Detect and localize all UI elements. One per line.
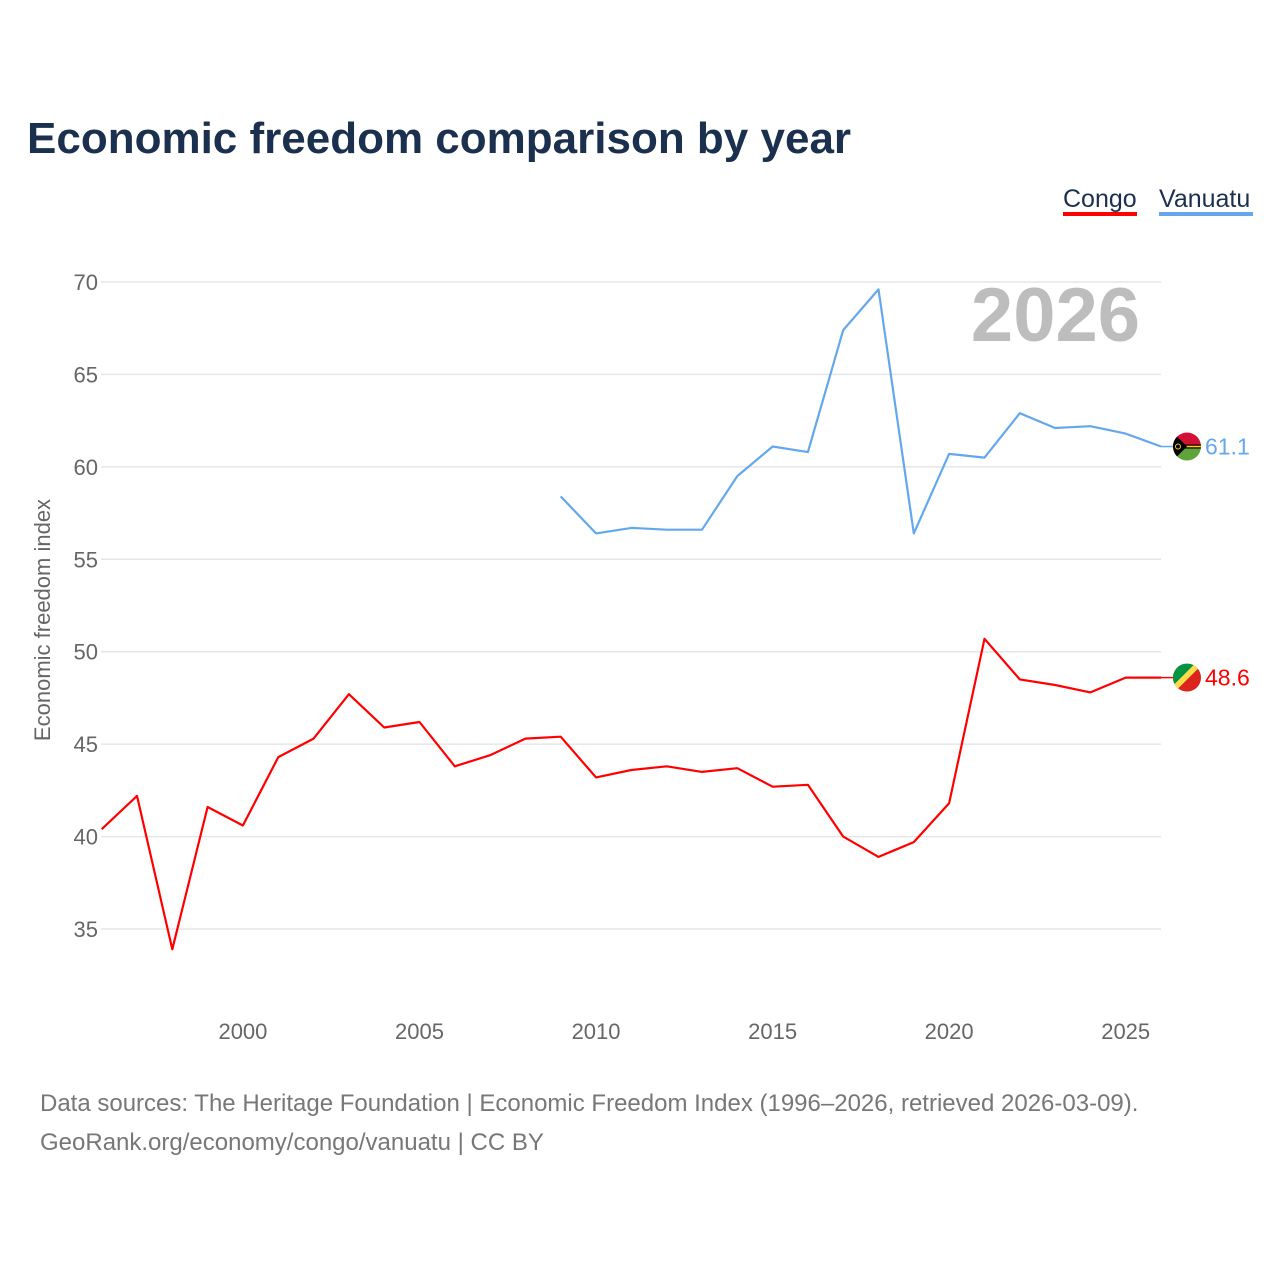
congo-flag-icon (1173, 663, 1201, 692)
x-axis-ticks: 2000 2005 2010 2015 2020 2025 (218, 1019, 1150, 1044)
source-line-2: GeoRank.org/economy/congo/vanuatu | CC B… (40, 1129, 544, 1156)
source-line-1: Data sources: The Heritage Foundation | … (40, 1090, 1138, 1117)
current-year-label: 2026 (971, 273, 1140, 358)
y-tick-label: 60 (74, 455, 98, 480)
x-tick-label: 2010 (572, 1019, 621, 1044)
vanuatu-flag-icon (1173, 432, 1201, 461)
chart-title: Economic freedom comparison by year (27, 114, 851, 163)
legend-item-congo[interactable]: Congo (1063, 185, 1137, 216)
gridlines (101, 281, 1161, 930)
x-tick-label: 2000 (218, 1019, 267, 1044)
y-tick-label: 50 (74, 640, 98, 665)
series-line-vanuatu (559, 288, 1162, 535)
y-tick-label: 40 (74, 825, 98, 850)
x-tick-label: 2025 (1101, 1019, 1150, 1044)
y-tick-label: 65 (74, 362, 98, 387)
y-tick-label: 55 (74, 547, 98, 572)
legend[interactable]: Congo Vanuatu (1063, 185, 1253, 216)
legend-swatch (1159, 212, 1253, 216)
series-lines: 48.6 61.1 (100, 288, 1250, 951)
end-value-label: 61.1 (1205, 434, 1250, 460)
y-tick-label: 70 (74, 270, 98, 295)
legend-label[interactable]: Congo (1063, 185, 1137, 213)
series-line-congo (100, 637, 1161, 951)
x-tick-label: 2005 (395, 1019, 444, 1044)
legend-item-vanuatu[interactable]: Vanuatu (1159, 185, 1253, 216)
legend-swatch (1063, 212, 1137, 216)
y-tick-label: 45 (74, 732, 98, 757)
y-axis-ticks: 35 40 45 50 55 60 65 70 (74, 270, 98, 942)
y-tick-label: 35 (74, 917, 98, 942)
legend-label[interactable]: Vanuatu (1159, 185, 1250, 213)
x-tick-label: 2015 (748, 1019, 797, 1044)
y-axis-label: Economic freedom index (30, 499, 55, 741)
x-tick-label: 2020 (925, 1019, 974, 1044)
end-value-label: 48.6 (1205, 665, 1250, 691)
